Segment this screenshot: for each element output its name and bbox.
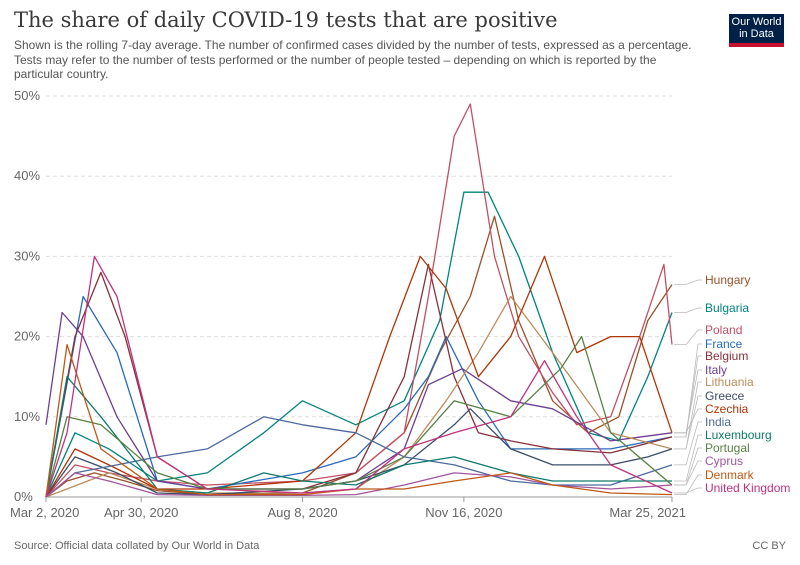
series-line-belgium xyxy=(45,263,673,498)
series-line-india xyxy=(45,416,673,498)
y-tick-label: 30% xyxy=(14,248,40,263)
y-tick-label: 20% xyxy=(14,329,40,344)
leader-line xyxy=(674,395,702,450)
x-tick-label: Mar 25, 2021 xyxy=(609,505,686,520)
series-line-united-kingdom xyxy=(45,255,673,498)
legend-label: Belgium xyxy=(705,349,748,363)
x-tick-label: Mar 2, 2020 xyxy=(10,505,79,520)
y-tick-label: 50% xyxy=(14,88,40,103)
legend-label: Luxembourg xyxy=(705,428,772,442)
legend-label: Italy xyxy=(705,363,727,377)
legend-leader-lines xyxy=(674,279,702,496)
legend-label: Bulgaria xyxy=(705,301,749,315)
leader-line xyxy=(674,307,702,313)
legend-label: Lithuania xyxy=(705,375,754,389)
leader-line xyxy=(674,329,702,346)
legend-label: Denmark xyxy=(705,468,755,482)
x-tick-label: Aug 8, 2020 xyxy=(267,505,337,520)
gridlines xyxy=(46,95,672,498)
x-tick-label: Nov 16, 2020 xyxy=(425,505,502,520)
legend: HungaryBulgariaPolandFranceBelgiumItalyL… xyxy=(705,273,790,495)
legend-label: Greece xyxy=(705,389,745,403)
x-axis: Mar 2, 2020 Apr 30, 2020 Aug 8, 2020 Nov 16… xyxy=(10,497,686,520)
owid-logo[interactable]: Our World in Data xyxy=(729,14,784,47)
series-lines xyxy=(45,103,673,498)
leader-line xyxy=(674,474,702,496)
y-tick-label: 10% xyxy=(14,409,40,424)
y-axis: 0% 10% 20% 30% 40% 50% xyxy=(14,88,40,504)
legend-label: Portugal xyxy=(705,441,750,455)
logo-line-1: Our World xyxy=(731,16,782,28)
leader-line xyxy=(674,447,702,486)
leader-line xyxy=(674,408,702,434)
series-line-bulgaria xyxy=(45,191,673,498)
license-link[interactable]: CC BY xyxy=(752,540,786,552)
y-tick-label: 40% xyxy=(14,168,40,183)
series-line-poland xyxy=(45,103,673,498)
chart-subtitle: Shown is the rolling 7-day average. The … xyxy=(14,38,692,81)
leader-line xyxy=(674,434,702,482)
leader-line xyxy=(674,355,702,438)
series-line-france xyxy=(45,295,673,498)
legend-label: Cyprus xyxy=(705,454,743,468)
leader-line xyxy=(674,279,702,285)
x-tick-label: Apr 30, 2020 xyxy=(104,505,178,520)
source-note: Source: Official data collated by Our Wo… xyxy=(14,540,260,552)
leader-line xyxy=(674,421,702,466)
series-line-czechia xyxy=(45,255,673,498)
series-line-denmark xyxy=(45,343,673,498)
series-line-luxembourg xyxy=(45,376,672,498)
chart-title: The share of daily COVID-19 tests that a… xyxy=(14,8,558,32)
legend-label: Poland xyxy=(705,323,742,337)
leader-line xyxy=(674,487,702,494)
legend-label: Hungary xyxy=(705,273,750,287)
y-tick-label: 0% xyxy=(14,489,33,504)
legend-label: France xyxy=(705,337,743,351)
logo-line-2: in Data xyxy=(739,28,774,40)
series-line-italy xyxy=(45,311,673,490)
leader-line xyxy=(674,460,702,486)
legend-label: United Kingdom xyxy=(705,481,790,495)
series-line-hungary xyxy=(45,215,673,498)
legend-label: India xyxy=(705,415,731,429)
legend-label: Czechia xyxy=(705,402,749,416)
